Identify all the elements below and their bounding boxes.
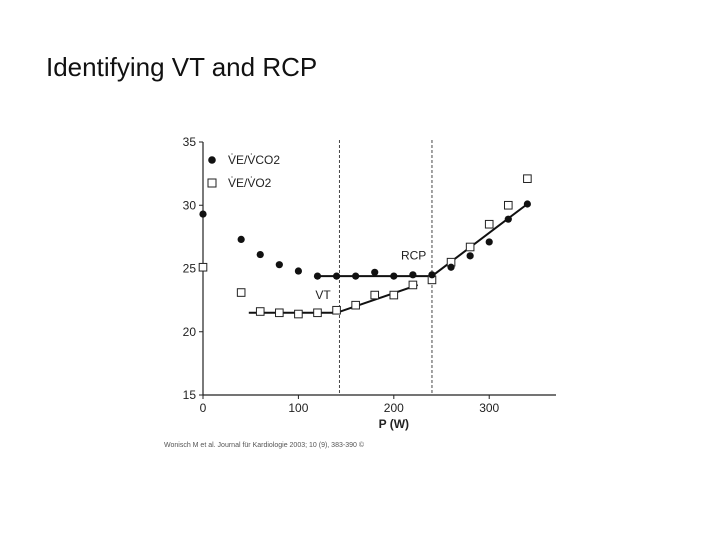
data-point-square bbox=[198, 262, 208, 272]
data-marks bbox=[198, 174, 532, 319]
data-point-circle bbox=[352, 272, 360, 280]
data-point-square bbox=[351, 300, 360, 310]
legend-marker-square bbox=[207, 178, 217, 188]
data-point-square bbox=[503, 200, 513, 210]
chart-figure: V̇E/V̇CO2 V̇E/V̇O2 15 20 25 30 35 0 100 200 300 P … bbox=[160, 124, 556, 456]
data-point-square bbox=[465, 242, 475, 252]
data-point-square bbox=[294, 309, 303, 319]
data-point-square bbox=[370, 290, 380, 300]
y-tick-label: 30 bbox=[183, 198, 197, 212]
x-tick-label: 0 bbox=[200, 401, 207, 415]
x-tick-label: 100 bbox=[288, 401, 308, 415]
data-point-circle bbox=[237, 235, 245, 244]
data-point-circle bbox=[523, 200, 531, 208]
data-point-square bbox=[484, 219, 494, 229]
y-tick-label: 20 bbox=[183, 325, 197, 339]
data-point-square bbox=[332, 305, 341, 315]
data-point-square bbox=[523, 174, 532, 183]
y-tick-label: 35 bbox=[183, 135, 197, 149]
data-point-square bbox=[236, 288, 246, 297]
slide-title: Identifying VT and RCP bbox=[46, 52, 318, 82]
data-point-circle bbox=[390, 272, 398, 280]
chart-legend: V̇E/V̇CO2 V̇E/V̇O2 bbox=[207, 153, 280, 190]
x-tick-label: 200 bbox=[384, 401, 404, 415]
axis-labels: 15 20 25 30 35 0 100 200 300 P (W) VT RCP bbox=[183, 135, 500, 431]
data-point-circle bbox=[428, 271, 436, 279]
reference-lines bbox=[338, 140, 433, 395]
chart-svg: V̇E/V̇CO2 V̇E/V̇O2 15 20 25 30 35 0 100 200 300 P … bbox=[183, 135, 556, 431]
data-point-square bbox=[313, 308, 322, 318]
data-point-circle bbox=[409, 271, 417, 279]
data-point-circle bbox=[466, 252, 474, 260]
data-point-circle bbox=[294, 267, 303, 275]
data-point-circle bbox=[485, 238, 493, 246]
y-tick-label: 15 bbox=[183, 388, 197, 402]
data-point-circle bbox=[371, 268, 379, 276]
data-point-circle bbox=[256, 250, 264, 259]
legend-label-ve-vo2: V̇E/V̇O2 bbox=[228, 176, 272, 190]
legend-marker-circle bbox=[208, 156, 216, 164]
data-point-circle bbox=[504, 215, 512, 223]
data-point-circle bbox=[199, 210, 207, 218]
data-point-square bbox=[408, 280, 418, 290]
y-tick-label: 25 bbox=[183, 262, 197, 276]
figure-citation: Wonisch M et al. Journal für Kardiologie… bbox=[164, 442, 364, 449]
x-axis-title: P (W) bbox=[379, 417, 409, 431]
data-point-circle bbox=[275, 261, 283, 269]
legend-label-ve-vco2: V̇E/V̇CO2 bbox=[228, 153, 280, 167]
data-point-square bbox=[275, 308, 284, 318]
reference-label-rcp: RCP bbox=[401, 249, 426, 263]
data-point-square bbox=[255, 307, 265, 316]
data-point-square bbox=[389, 290, 399, 300]
reference-label-vt: VT bbox=[315, 288, 331, 302]
x-tick-label: 300 bbox=[479, 401, 499, 415]
data-point-circle bbox=[313, 272, 322, 280]
data-point-circle bbox=[332, 272, 341, 280]
data-point-circle bbox=[447, 263, 455, 271]
fit-line bbox=[317, 203, 529, 278]
